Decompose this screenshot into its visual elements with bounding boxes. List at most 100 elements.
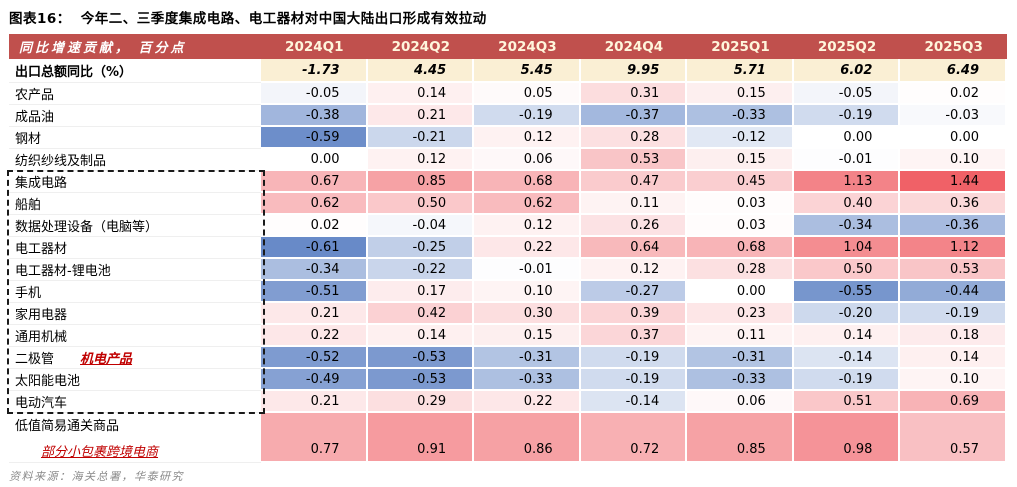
value-cell: 0.21 <box>261 391 368 413</box>
value-cell: -1.73 <box>261 59 368 83</box>
value-cell: 0.02 <box>900 83 1007 105</box>
value-cell: -0.61 <box>261 237 368 259</box>
row-label-text: 出口总额同比（%） <box>15 65 133 80</box>
value-cell: 0.30 <box>474 303 581 325</box>
value-cell: 0.85 <box>367 171 475 193</box>
value-cell: -0.31 <box>687 347 794 369</box>
header-row: 同比增速贡献， 百分点 2024Q1 2024Q2 2024Q3 2024Q4 2025Q… <box>9 34 1007 59</box>
value-cell: 0.10 <box>900 369 1007 391</box>
value-cell: 0.45 <box>687 171 794 193</box>
table-row: 集成电路 0.67 0.85 0.68 0.47 0.45 1.13 1.44 <box>9 171 1007 193</box>
value-cell: 0.91 <box>367 413 475 463</box>
value-cell: 0.06 <box>687 391 794 413</box>
table-row: 农产品 -0.05 0.14 0.05 0.31 0.15 -0.05 0.02 <box>9 83 1007 105</box>
value-cell: 0.64 <box>580 237 688 259</box>
value-cell: 5.45 <box>474 59 581 83</box>
value-cell: -0.01 <box>474 259 581 281</box>
value-cell: 4.45 <box>367 59 475 83</box>
value-cell: 1.04 <box>793 237 901 259</box>
figure-number: 图表16： <box>9 11 71 27</box>
value-cell: 0.21 <box>367 105 475 127</box>
value-cell: 0.68 <box>474 171 581 193</box>
value-cell: -0.01 <box>793 149 901 171</box>
row-label-text: 二极管 <box>15 352 55 367</box>
value-cell: 0.98 <box>793 413 901 463</box>
value-cell: -0.37 <box>580 105 688 127</box>
table-row: 电工器材-锂电池 -0.34 -0.22 -0.01 0.12 0.28 0.50 0.53 <box>9 259 1007 281</box>
table-row: 二极管 机电产品 -0.52 -0.53 -0.31 -0.19 -0.31 -0.14 0.1… <box>9 347 1007 369</box>
value-cell: -0.25 <box>367 237 475 259</box>
value-cell: 0.00 <box>261 149 368 171</box>
figure-title: 图表16： 今年二、三季度集成电路、电工器材对中国大陆出口形成有效拉动 <box>9 7 1007 27</box>
row-label-text: 家用电器 <box>15 308 68 323</box>
source-note: 资料来源：海关总署，华泰研究 <box>9 470 184 483</box>
row-label-text: 农产品 <box>15 88 55 103</box>
table-row: 家用电器 0.21 0.42 0.30 0.39 0.23 -0.20 -0.19 <box>9 303 1007 325</box>
value-cell: 0.03 <box>687 193 794 215</box>
value-cell: -0.33 <box>474 369 581 391</box>
value-cell: -0.59 <box>261 127 368 149</box>
value-cell: 0.72 <box>580 413 688 463</box>
value-cell: -0.22 <box>367 259 475 281</box>
value-cell: 0.53 <box>580 149 688 171</box>
value-cell: 0.11 <box>580 193 688 215</box>
value-cell: 0.02 <box>261 215 368 237</box>
quarter-column-header: 2025Q2 <box>793 34 901 59</box>
value-cell: 0.28 <box>580 127 688 149</box>
value-cell: 0.18 <box>900 325 1007 347</box>
value-cell: 0.42 <box>367 303 475 325</box>
row-label: 农产品 <box>9 83 261 105</box>
heatmap-table: 同比增速贡献， 百分点 2024Q1 2024Q2 2024Q3 2024Q4 2025Q… <box>9 34 1007 463</box>
row-label: 钢材 <box>9 127 261 149</box>
row-label: 数据处理设备（电脑等） <box>9 215 261 237</box>
row-label-text: 通用机械 <box>15 330 68 345</box>
value-cell: -0.27 <box>580 281 688 303</box>
row-label: 低值简易通关商品 部分小包裹跨境电商 <box>9 413 261 463</box>
value-cell: 0.36 <box>900 193 1007 215</box>
value-cell: 0.14 <box>900 347 1007 369</box>
value-cell: -0.36 <box>900 215 1007 237</box>
value-cell: -0.49 <box>261 369 368 391</box>
value-cell: 0.50 <box>793 259 901 281</box>
heatmap-table-wrap: 同比增速贡献， 百分点 2024Q1 2024Q2 2024Q3 2024Q4 2025Q… <box>7 34 1007 463</box>
value-cell: 1.44 <box>900 171 1007 193</box>
value-cell: -0.19 <box>793 105 901 127</box>
value-cell: 0.06 <box>474 149 581 171</box>
row-label: 二极管 机电产品 <box>9 347 261 369</box>
table-header: 同比增速贡献， 百分点 2024Q1 2024Q2 2024Q3 2024Q4 2025Q… <box>9 34 1007 59</box>
value-cell: 0.12 <box>580 259 688 281</box>
value-cell: 0.21 <box>261 303 368 325</box>
table-row: 电工器材 -0.61 -0.25 0.22 0.64 0.68 1.04 1.12 <box>9 237 1007 259</box>
value-cell: 0.12 <box>474 127 581 149</box>
quarter-column-header: 2025Q1 <box>687 34 794 59</box>
value-cell: -0.19 <box>900 303 1007 325</box>
value-cell: -0.53 <box>367 347 475 369</box>
value-cell: -0.31 <box>474 347 581 369</box>
value-cell: 0.11 <box>687 325 794 347</box>
value-cell: 0.00 <box>687 281 794 303</box>
row-label-text: 纺织纱线及制品 <box>15 154 107 169</box>
quarter-column-header: 2024Q1 <box>261 34 368 59</box>
row-label-text: 电动汽车 <box>15 396 68 411</box>
value-cell: -0.21 <box>367 127 475 149</box>
table-row: 低值简易通关商品 部分小包裹跨境电商 0.77 0.91 0.86 0.72 0.85 0.9… <box>9 413 1007 463</box>
row-label: 电动汽车 <box>9 391 261 413</box>
value-cell: 0.69 <box>900 391 1007 413</box>
value-cell: 0.53 <box>900 259 1007 281</box>
group-annotation: 机电产品 <box>80 352 133 367</box>
row-sublabel-text: 部分小包裹跨境电商 <box>41 445 159 460</box>
table-row: 钢材 -0.59 -0.21 0.12 0.28 -0.12 0.00 0.00 <box>9 127 1007 149</box>
figure-title-text: 今年二、三季度集成电路、电工器材对中国大陆出口形成有效拉动 <box>80 11 487 27</box>
value-cell: -0.03 <box>900 105 1007 127</box>
value-cell: 0.14 <box>367 325 475 347</box>
row-label: 出口总额同比（%） <box>9 59 261 83</box>
table-row: 数据处理设备（电脑等） 0.02 -0.04 0.12 0.26 0.03 -0.34 -0.… <box>9 215 1007 237</box>
value-cell: 0.67 <box>261 171 368 193</box>
value-cell: 0.28 <box>687 259 794 281</box>
row-label-text: 集成电路 <box>15 176 68 191</box>
value-cell: 0.00 <box>900 127 1007 149</box>
value-cell: 0.29 <box>367 391 475 413</box>
value-cell: 0.22 <box>474 237 581 259</box>
value-cell: 0.62 <box>474 193 581 215</box>
value-cell: 0.14 <box>793 325 901 347</box>
